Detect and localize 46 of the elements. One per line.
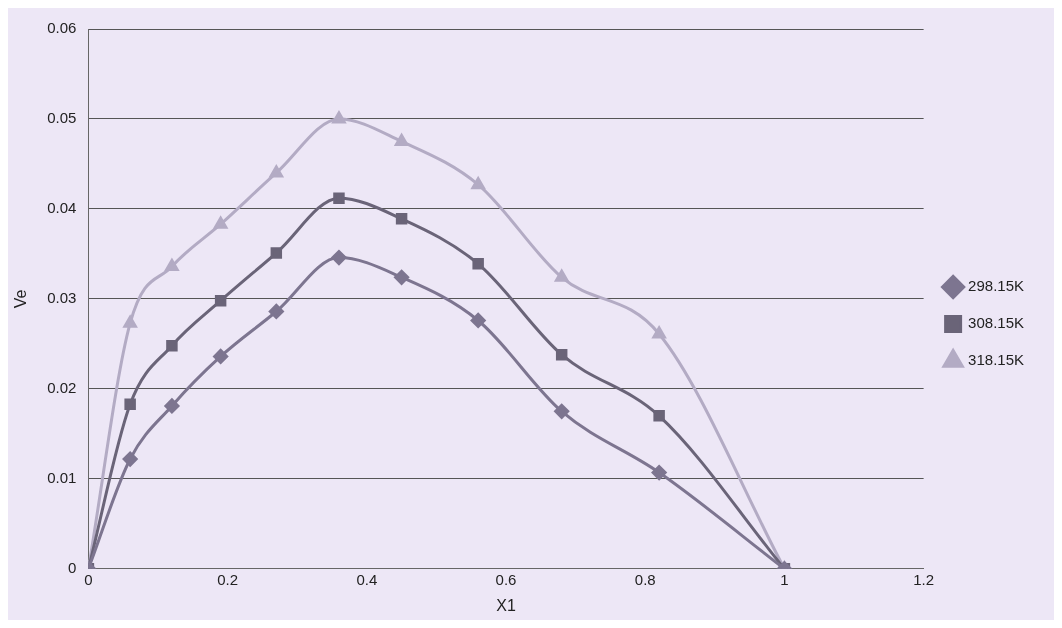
point: [471, 177, 485, 190]
x-tick-label: 0.8: [634, 570, 656, 588]
y-tick-label: 0.03: [47, 289, 77, 307]
point: [332, 111, 346, 124]
point: [470, 312, 486, 328]
point: [555, 348, 568, 361]
x-tick-label: 0: [84, 570, 93, 588]
point: [164, 398, 180, 414]
point: [124, 398, 136, 410]
y-tick-label: 0.05: [47, 109, 77, 127]
point: [268, 304, 284, 319]
y-tick-label: 0.06: [47, 19, 77, 37]
point: [394, 269, 410, 285]
x-tick-label: 1.2: [913, 570, 935, 588]
point: [213, 216, 228, 229]
point: [166, 339, 178, 352]
x-tick-label: 0.6: [495, 570, 517, 588]
legend-label: 308.15K: [968, 314, 1025, 332]
point: [554, 269, 569, 282]
point: [331, 250, 347, 266]
x-axis-title: X1: [496, 596, 516, 614]
point: [333, 192, 345, 204]
point: [394, 133, 409, 146]
y-axis-title: Ve: [12, 289, 30, 309]
point: [270, 247, 283, 259]
point: [213, 348, 229, 364]
x-tick-label: 0.2: [217, 570, 239, 588]
point: [395, 213, 408, 225]
point: [652, 326, 666, 339]
legend-label: 298.15K: [968, 277, 1025, 295]
point: [269, 165, 284, 178]
y-tick-label: 0.01: [47, 468, 77, 486]
y-tick-label: 0.02: [47, 379, 77, 397]
point: [653, 410, 665, 422]
x-tick-label: 1: [780, 570, 789, 588]
point: [123, 315, 137, 328]
legend-label: 318.15K: [968, 351, 1025, 369]
x-tick-label: 0.4: [356, 570, 378, 588]
point: [651, 465, 667, 481]
point: [214, 294, 227, 307]
point: [472, 258, 484, 270]
y-tick-label: 0.04: [47, 199, 77, 217]
point: [165, 259, 179, 272]
point: [122, 451, 138, 467]
point: [554, 403, 570, 419]
y-tick-label: 0: [68, 558, 77, 576]
